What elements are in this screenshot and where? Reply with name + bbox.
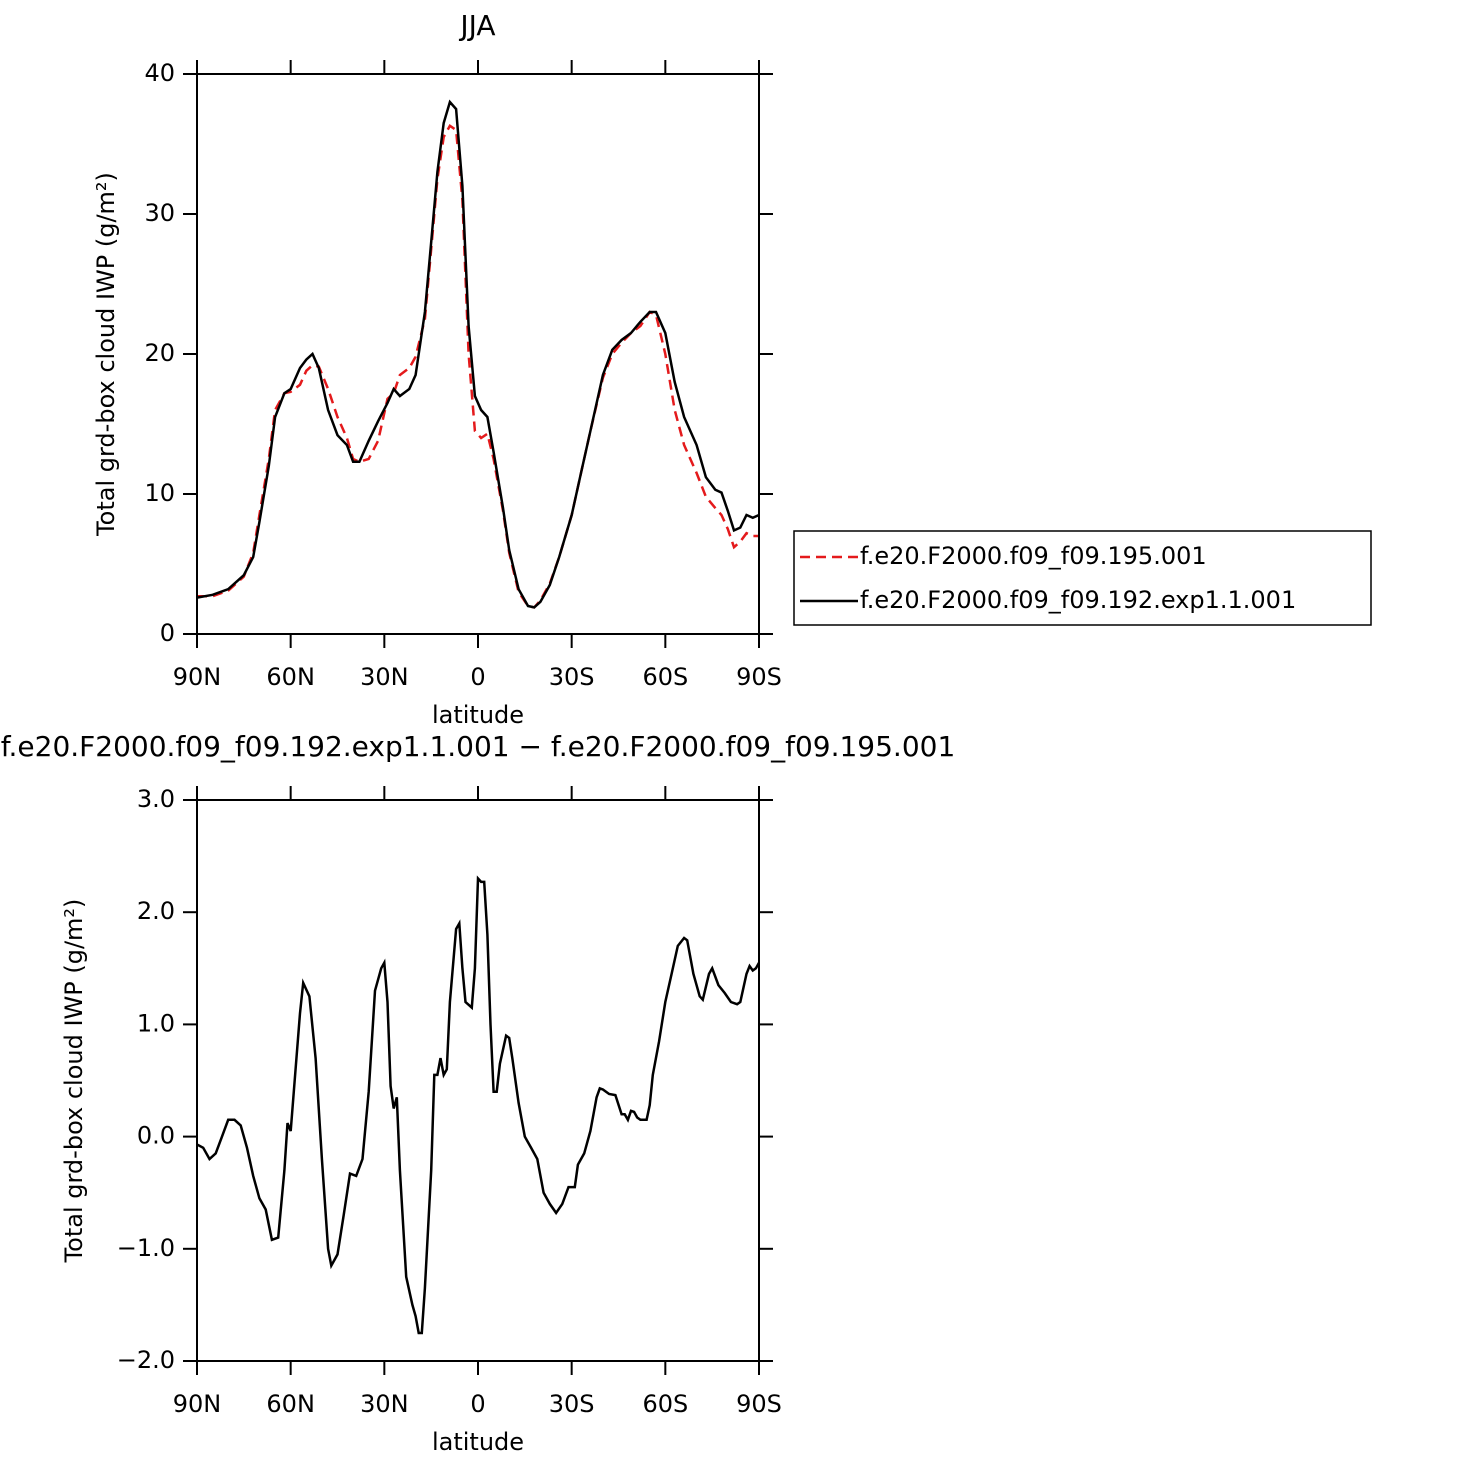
legend-box bbox=[793, 530, 1372, 626]
legend-label: f.e20.F2000.f09_f09.192.exp1.1.001 bbox=[860, 586, 1296, 614]
x-axis-label: latitude bbox=[432, 701, 524, 729]
x-tick-label: 60S bbox=[642, 663, 688, 691]
y-tick-label: 1.0 bbox=[137, 1009, 175, 1037]
data-line bbox=[197, 123, 759, 609]
y-tick-label: 40 bbox=[144, 59, 175, 87]
x-tick-label: 90N bbox=[173, 1390, 222, 1418]
y-tick-label: 3.0 bbox=[137, 785, 175, 813]
x-tick-label: 30S bbox=[549, 1390, 595, 1418]
data-line bbox=[197, 99, 759, 609]
y-tick-label: 30 bbox=[144, 199, 175, 227]
y-tick-label: −1.0 bbox=[117, 1234, 175, 1262]
plot-frame bbox=[196, 73, 760, 635]
y-tick-label: −2.0 bbox=[117, 1346, 175, 1374]
y-tick-label: 20 bbox=[144, 339, 175, 367]
chart-title: f.e20.F2000.f09_f09.192.exp1.1.001 − f.e… bbox=[1, 730, 956, 763]
legend-label: f.e20.F2000.f09_f09.195.001 bbox=[860, 542, 1207, 570]
plot-frame bbox=[196, 799, 760, 1362]
x-tick-label: 60S bbox=[642, 1390, 688, 1418]
x-tick-label: 90S bbox=[736, 1390, 782, 1418]
y-axis-label: Total grd-box cloud IWP (g/m²) bbox=[92, 172, 120, 537]
x-tick-label: 0 bbox=[470, 663, 485, 691]
x-tick-label: 30N bbox=[360, 1390, 409, 1418]
y-tick-label: 0.0 bbox=[137, 1122, 175, 1150]
y-tick-label: 2.0 bbox=[137, 897, 175, 925]
x-tick-label: 60N bbox=[266, 1390, 315, 1418]
y-tick-label: 10 bbox=[144, 479, 175, 507]
chart-title: JJA bbox=[458, 9, 495, 42]
x-tick-label: 30S bbox=[549, 663, 595, 691]
x-tick-label: 90N bbox=[173, 663, 222, 691]
y-tick-label: 0 bbox=[160, 619, 175, 647]
x-axis-label: latitude bbox=[432, 1428, 524, 1456]
x-tick-label: 60N bbox=[266, 663, 315, 691]
x-tick-label: 30N bbox=[360, 663, 409, 691]
x-tick-label: 0 bbox=[470, 1390, 485, 1418]
x-tick-label: 90S bbox=[736, 663, 782, 691]
data-line bbox=[197, 875, 759, 1335]
y-axis-label: Total grd-box cloud IWP (g/m²) bbox=[60, 899, 88, 1264]
